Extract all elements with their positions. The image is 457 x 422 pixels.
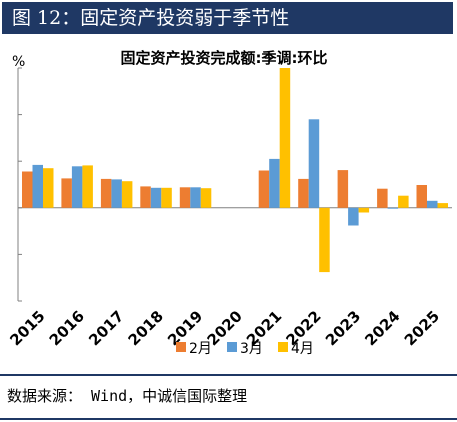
legend-swatch	[278, 342, 288, 352]
bar-2024-3月	[387, 207, 399, 209]
bar-2024-4月	[398, 195, 409, 208]
bar-2022-2月	[298, 178, 309, 208]
chart-area: 固定资产投资完成额:季调:环比 % 2015 2016 2017 2018 2019 20…	[0, 34, 457, 374]
bar-2021-4月	[279, 68, 291, 208]
bar-2025-3月	[427, 200, 438, 208]
bar-2025-4月	[437, 203, 448, 208]
x-tick-label: 2023	[322, 307, 364, 349]
bar-2018-3月	[150, 187, 162, 208]
legend-swatch	[227, 342, 237, 352]
y-axis-unit-label: %	[12, 54, 25, 70]
x-tick-label: 2018	[125, 307, 167, 349]
bar-2018-2月	[140, 186, 151, 208]
x-tick-label: 2016	[46, 307, 88, 349]
bar-chart: 固定资产投资完成额:季调:环比 % 2015201620172018201920…	[6, 49, 452, 357]
bar-2019-3月	[190, 187, 201, 208]
bar-2022-3月	[308, 119, 320, 208]
figure-header: 图 12：固定资产投资弱于季节性	[2, 2, 453, 34]
bar-2019-4月	[200, 188, 212, 208]
bar-2025-2月	[416, 185, 427, 208]
legend-swatch	[176, 342, 186, 352]
x-tick-label: 2017	[85, 307, 127, 349]
x-tick-label: 2015	[6, 307, 48, 349]
bar-2016-4月	[82, 165, 93, 208]
source-note: 数据来源： Wind，中诚信国际整理	[7, 387, 248, 405]
chart-title: 固定资产投资完成额:季调:环比	[121, 49, 328, 67]
x-tick-label: 2025	[401, 307, 443, 349]
bar-2023-2月	[337, 170, 349, 208]
bar-2023-3月	[348, 207, 359, 226]
bar-2022-4月	[319, 207, 330, 273]
bar-2017-4月	[121, 181, 133, 208]
bar-2018-4月	[161, 187, 172, 208]
figure-title: 图 12：固定资产投资弱于季节性	[12, 7, 290, 29]
x-tick-label: 2024	[361, 307, 403, 349]
bar-2017-2月	[100, 178, 112, 208]
bar-2021-3月	[269, 158, 280, 208]
legend-label: 3月	[240, 341, 263, 357]
legend-label: 2月	[189, 341, 212, 357]
bar-2024-2月	[377, 188, 388, 208]
legend-label: 4月	[291, 341, 314, 357]
bar-2017-3月	[111, 179, 122, 208]
bar-2016-3月	[71, 166, 83, 208]
bar-2021-2月	[258, 170, 270, 208]
bar-2015-4月	[43, 168, 54, 208]
bar-2023-4月	[358, 207, 370, 213]
bar-2019-2月	[179, 187, 191, 208]
bar-2016-2月	[61, 178, 72, 208]
bar-2015-2月	[22, 171, 33, 208]
bottom-divider	[0, 418, 457, 420]
bar-2015-3月	[32, 164, 43, 208]
source-divider	[0, 374, 457, 376]
